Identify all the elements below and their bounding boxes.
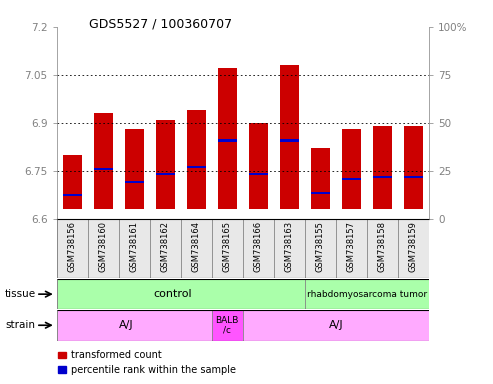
Bar (63, 194, 81, 196)
Bar (373, 126, 391, 209)
Bar (398, 219, 429, 278)
Text: GSM738159: GSM738159 (409, 221, 418, 271)
Text: A/J: A/J (119, 320, 134, 330)
Bar (373, 176, 391, 179)
Text: GSM738158: GSM738158 (378, 221, 387, 271)
Bar (305, 219, 336, 278)
Bar (94, 168, 112, 170)
Bar (311, 149, 330, 209)
Bar (119, 219, 150, 278)
Bar (94, 113, 112, 209)
Bar (88, 219, 119, 278)
Text: A/J: A/J (328, 320, 343, 330)
Bar (57, 310, 212, 341)
Text: strain: strain (5, 320, 35, 330)
Bar (156, 173, 175, 175)
Text: GSM738165: GSM738165 (223, 221, 232, 271)
Legend: transformed count, percentile rank within the sample: transformed count, percentile rank withi… (54, 346, 240, 379)
Bar (342, 178, 361, 180)
Bar (243, 219, 274, 278)
Bar (63, 155, 81, 209)
Bar (181, 219, 212, 278)
Bar (249, 123, 268, 209)
Bar (274, 219, 305, 278)
Bar (218, 139, 237, 142)
Text: GSM738162: GSM738162 (161, 221, 170, 271)
Bar (336, 219, 367, 278)
Bar (311, 192, 330, 194)
Bar (243, 310, 429, 341)
Bar (156, 120, 175, 209)
Text: rhabdomyosarcoma tumor: rhabdomyosarcoma tumor (307, 290, 427, 299)
Bar (280, 65, 299, 209)
Bar (342, 129, 361, 209)
Bar (249, 173, 268, 175)
Text: GSM738160: GSM738160 (99, 221, 108, 271)
Text: GSM738164: GSM738164 (192, 221, 201, 271)
Bar (187, 166, 206, 168)
Bar (187, 110, 206, 209)
Text: GSM738161: GSM738161 (130, 221, 139, 271)
Bar (404, 176, 423, 179)
Text: GSM738155: GSM738155 (316, 221, 325, 271)
Bar (125, 181, 143, 183)
Text: GSM738156: GSM738156 (68, 221, 77, 271)
Bar (404, 126, 423, 209)
Bar (150, 219, 181, 278)
Text: BALB
/c: BALB /c (215, 316, 239, 334)
Bar (367, 219, 398, 278)
Text: GSM738163: GSM738163 (285, 221, 294, 272)
Bar (212, 219, 243, 278)
Text: tissue: tissue (5, 289, 36, 299)
Text: GDS5527 / 100360707: GDS5527 / 100360707 (89, 17, 232, 30)
Bar (57, 219, 88, 278)
Bar (305, 279, 429, 309)
Bar (125, 129, 143, 209)
Bar (57, 279, 305, 309)
Bar (280, 139, 299, 142)
Text: GSM738166: GSM738166 (254, 221, 263, 272)
Bar (212, 310, 243, 341)
Text: control: control (154, 289, 192, 299)
Bar (218, 68, 237, 209)
Text: GSM738157: GSM738157 (347, 221, 356, 271)
